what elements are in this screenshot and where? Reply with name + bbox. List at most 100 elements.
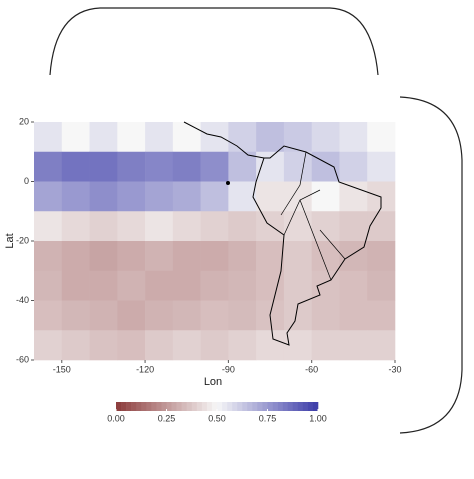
colorbar-segment	[141, 402, 147, 411]
cell	[228, 181, 257, 212]
cell	[145, 181, 174, 212]
cell	[200, 122, 229, 153]
cell	[367, 300, 396, 331]
colorbar-segment	[297, 402, 304, 411]
cell	[145, 211, 174, 242]
cell	[61, 300, 90, 331]
cell	[200, 300, 229, 331]
decor-bracket	[399, 96, 463, 434]
cell	[256, 241, 285, 272]
colorbar-tick-label: 1.00	[309, 413, 327, 423]
cell	[228, 330, 257, 361]
cell	[61, 122, 90, 153]
cell	[89, 211, 118, 242]
cell	[311, 270, 340, 301]
cell	[117, 151, 146, 182]
colorbar-segment	[196, 402, 203, 411]
colorbar-segment	[292, 402, 299, 411]
colorbar-segment	[116, 402, 122, 411]
cell	[339, 151, 368, 182]
colorbar-segment	[206, 402, 213, 411]
cell	[200, 151, 229, 182]
cell	[117, 181, 146, 212]
cell	[172, 122, 201, 153]
colorbar-segment	[126, 402, 132, 411]
cell	[89, 122, 118, 153]
colorbar-segment	[136, 402, 142, 411]
cell	[61, 241, 90, 272]
cell	[145, 300, 174, 331]
cell	[61, 181, 90, 212]
colorbar-segment	[211, 402, 218, 411]
cell	[200, 270, 229, 301]
cell	[172, 270, 201, 301]
cell	[256, 181, 285, 212]
colorbar-tick-label: 0.25	[158, 413, 176, 423]
cell	[339, 181, 368, 212]
colorbar-segment	[252, 402, 258, 411]
colorbar-segment	[227, 402, 233, 411]
colorbar-segment	[171, 402, 177, 411]
cell	[61, 270, 90, 301]
colorbar-segment	[131, 402, 137, 411]
y-tick-label: 20	[19, 116, 29, 126]
cell	[200, 211, 229, 242]
cell	[89, 241, 118, 272]
cell	[117, 241, 146, 272]
cell	[339, 211, 368, 242]
borders	[280, 151, 346, 281]
colorbar-segment	[146, 402, 152, 411]
cell	[311, 300, 340, 331]
cell	[367, 122, 396, 153]
cell	[117, 300, 146, 331]
cell	[311, 151, 340, 182]
cell	[34, 241, 63, 272]
cell	[367, 211, 396, 242]
y-axis-label: Lat	[4, 233, 16, 248]
cell	[172, 300, 201, 331]
coastline	[183, 121, 382, 346]
cell	[34, 270, 63, 301]
colorbar-segment	[262, 402, 268, 411]
colorbar-segment	[307, 402, 314, 411]
heatmap	[34, 122, 396, 361]
cell	[89, 300, 118, 331]
cell	[145, 151, 174, 182]
decor-arc	[49, 7, 379, 76]
colorbar-segment	[121, 402, 127, 411]
cell	[34, 181, 63, 212]
cell	[228, 241, 257, 272]
y-tick-label: -40	[16, 295, 29, 305]
colorbar-segment	[257, 402, 263, 411]
cell	[339, 270, 368, 301]
colorbar-segment	[282, 402, 288, 411]
colorbar-segment	[217, 402, 223, 411]
cell	[256, 211, 285, 242]
cell	[145, 241, 174, 272]
colorbar-tick-label: 0.00	[107, 413, 125, 423]
colorbar-segment	[247, 402, 253, 411]
y-tick-label: -60	[16, 354, 29, 364]
colorbar-segment	[181, 402, 187, 411]
cell	[89, 330, 118, 361]
cell	[89, 181, 118, 212]
cell	[283, 181, 312, 212]
cell	[228, 211, 257, 242]
cell	[145, 122, 174, 153]
cell	[339, 122, 368, 153]
cell	[172, 330, 201, 361]
cell	[311, 122, 340, 153]
colorbar-segment	[176, 402, 182, 411]
cell	[89, 151, 118, 182]
cell	[283, 211, 312, 242]
cell	[339, 300, 368, 331]
cell	[34, 151, 63, 182]
x-tick-label: -30	[388, 364, 401, 374]
x-tick-label: -150	[53, 364, 71, 374]
cell	[117, 270, 146, 301]
cell	[200, 241, 229, 272]
x-tick-label: -90	[222, 364, 235, 374]
cell	[145, 270, 174, 301]
cell	[311, 330, 340, 361]
cell	[34, 122, 63, 153]
